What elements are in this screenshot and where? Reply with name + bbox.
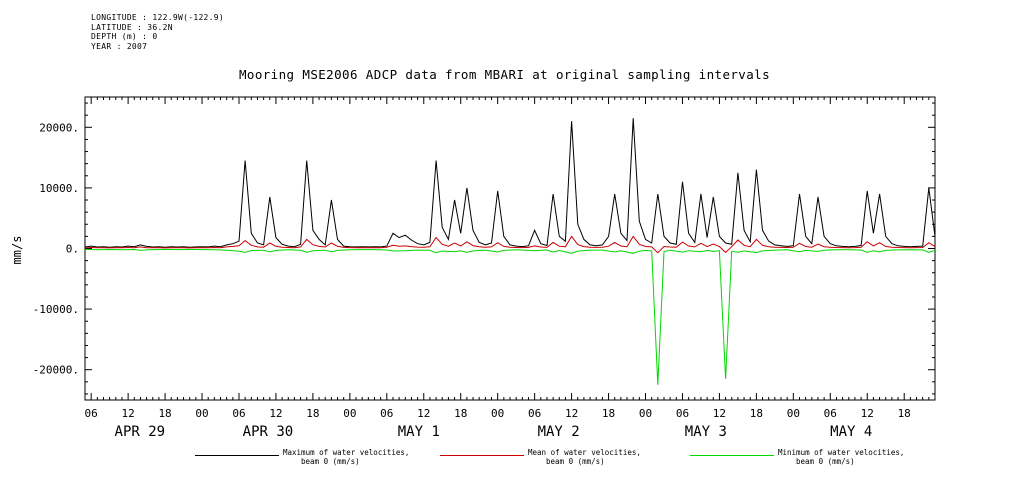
- x-tick-label: 06: [85, 407, 98, 420]
- x-tick-label: 12: [565, 407, 578, 420]
- x-tick-label: 18: [750, 407, 763, 420]
- series-line-min: [84, 248, 936, 385]
- x-tick-label: 12: [269, 407, 282, 420]
- axis-box: [84, 96, 936, 401]
- x-tick-label: 18: [158, 407, 171, 420]
- meta-depth: DEPTH (m) : 0: [91, 32, 158, 41]
- x-tick-label: 06: [380, 407, 393, 420]
- meta-longitude: LONGITUDE : 122.9W(-122.9): [91, 13, 225, 22]
- x-tick-label: 18: [306, 407, 319, 420]
- x-tick-label: 06: [528, 407, 541, 420]
- x-tick-label: 12: [713, 407, 726, 420]
- x-tick-label: 06: [824, 407, 837, 420]
- x-tick-label: 06: [232, 407, 245, 420]
- plot-title: Mooring MSE2006 ADCP data from MBARI at …: [238, 67, 771, 82]
- series-line-mean: [84, 235, 936, 254]
- x-tick-label: 06: [676, 407, 689, 420]
- x-tick-label: 00: [787, 407, 800, 420]
- x-date-label: MAY 2: [538, 424, 580, 440]
- x-tick-label: 12: [121, 407, 134, 420]
- x-tick-label: 00: [491, 407, 504, 420]
- x-tick-label: 00: [639, 407, 652, 420]
- x-tick-label: 00: [195, 407, 208, 420]
- y-tick-label: -20000.: [33, 364, 79, 377]
- plot-metadata: LONGITUDE : 122.9W(-122.9) LATITUDE : 36…: [91, 13, 224, 51]
- series-line-max: [84, 118, 936, 248]
- x-tick-label: 00: [343, 407, 356, 420]
- x-date-label: APR 29: [115, 424, 166, 440]
- x-date-label: MAY 4: [830, 424, 872, 440]
- x-tick-label: 18: [454, 407, 467, 420]
- y-tick-label: 20000.: [39, 121, 79, 134]
- x-tick-label: 12: [417, 407, 430, 420]
- x-date-label: MAY 3: [685, 424, 727, 440]
- x-date-label: MAY 1: [398, 424, 440, 440]
- y-tick-label: -10000.: [33, 303, 79, 316]
- x-tick-label: 18: [602, 407, 615, 420]
- x-tick-label: 12: [861, 407, 874, 420]
- y-tick-label: 0.: [66, 243, 79, 256]
- x-date-label: APR 30: [243, 424, 294, 440]
- y-tick-label: 10000.: [39, 182, 79, 195]
- meta-latitude: LATITUDE : 36.2N: [91, 22, 173, 32]
- meta-year: YEAR : 2007: [91, 41, 148, 51]
- x-tick-label: 18: [898, 407, 911, 420]
